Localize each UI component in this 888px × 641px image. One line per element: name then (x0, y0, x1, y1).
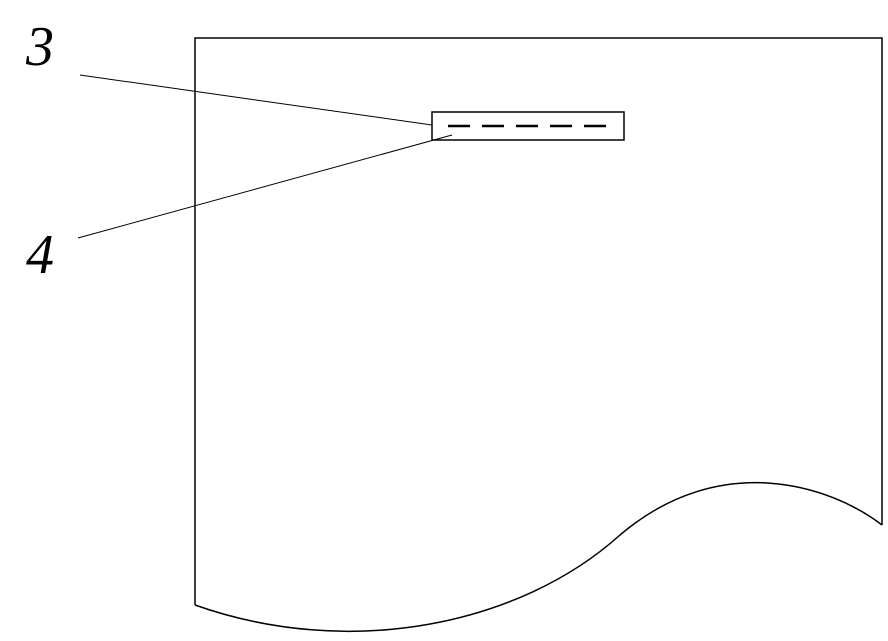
diagram-canvas: 34 (0, 0, 888, 641)
labels-group: 34 (25, 16, 54, 286)
label-4: 4 (26, 224, 54, 286)
label-3: 3 (25, 16, 54, 78)
leader-lines (78, 75, 452, 238)
main-shape-path (195, 38, 882, 631)
leader-line-label-4 (78, 135, 452, 238)
leader-line-label-3 (80, 75, 432, 125)
main-outline (195, 38, 882, 631)
